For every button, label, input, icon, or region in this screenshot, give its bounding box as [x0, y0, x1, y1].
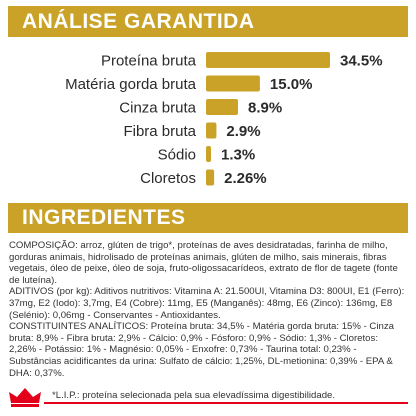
bar — [206, 99, 238, 115]
bar — [206, 146, 211, 162]
additives-paragraph: ADITIVOS (por kg): Aditivos nutritivos: … — [9, 286, 405, 321]
category-label: Cloretos — [140, 170, 196, 187]
value-label: 2.26% — [224, 170, 267, 187]
category-label: Sódio — [158, 147, 196, 164]
category-label: Matéria gorda bruta — [65, 76, 197, 93]
value-label: 15.0% — [270, 76, 313, 93]
category-label: Proteína bruta — [101, 53, 197, 70]
bar — [206, 75, 260, 92]
category-label: Cinza bruta — [119, 100, 196, 117]
bar — [206, 122, 217, 139]
ingredients-section-title: INGREDIENTES — [8, 203, 408, 233]
analysis-section-title: ANÁLISE GARANTIDA — [8, 6, 408, 37]
value-label: 1.3% — [221, 147, 255, 164]
brand-red-rule — [44, 402, 408, 404]
ingredients-text: COMPOSIÇÃO: arroz, glúten de trigo*, pro… — [9, 240, 407, 379]
value-label: 8.9% — [248, 100, 282, 117]
bar — [206, 169, 215, 186]
royal-canin-crown-logo — [9, 388, 41, 407]
nutrient-bar-chart: Proteína bruta 34.5% Matéria gorda bruta 15… — [65, 52, 383, 187]
composition-paragraph: COMPOSIÇÃO: arroz, glúten de trigo*, pro… — [9, 240, 398, 286]
category-label: Fibra bruta — [123, 123, 196, 140]
value-label: 34.5% — [340, 53, 383, 70]
value-label: 2.9% — [226, 123, 260, 140]
bar — [206, 52, 330, 68]
lip-footnote: *L.I.P.: proteína selecionada pela sua e… — [52, 390, 336, 401]
analytical-constituents-paragraph: CONSTITUINTES ANALÍTICOS: Proteína bruta… — [9, 321, 394, 379]
